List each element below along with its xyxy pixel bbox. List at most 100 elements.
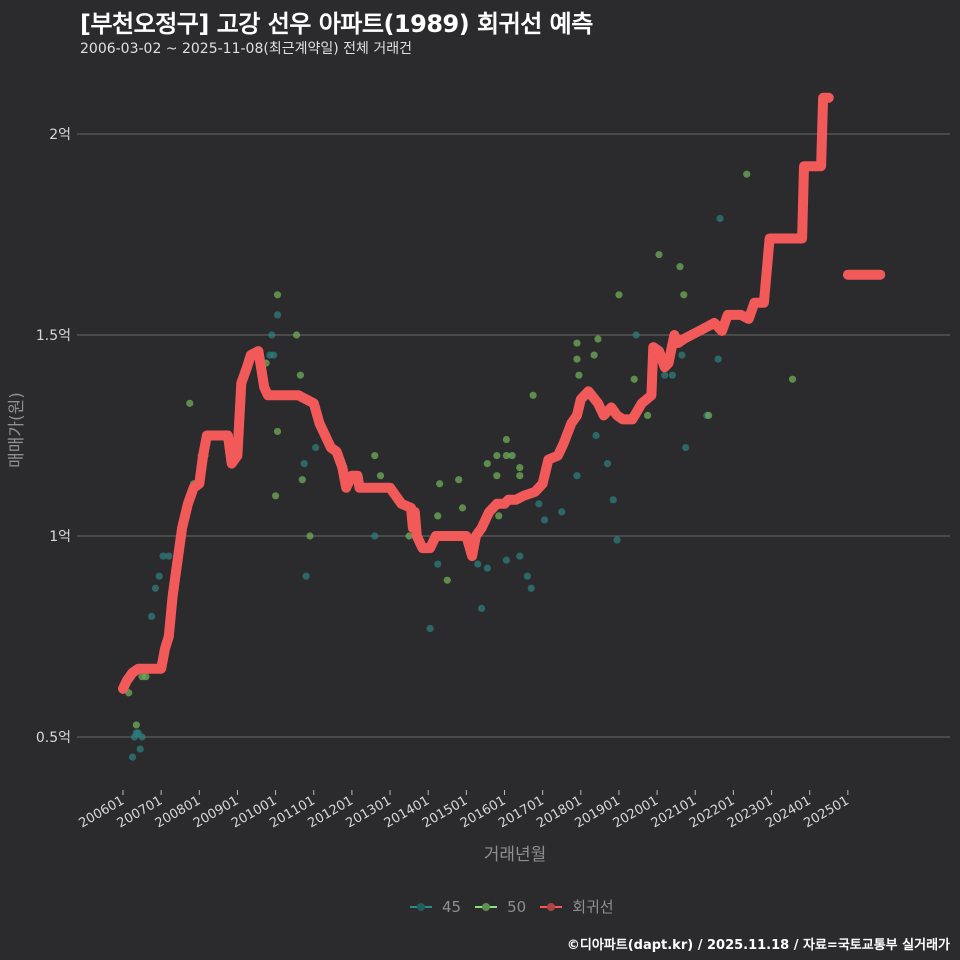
data-point-45 xyxy=(540,516,549,524)
source-caption: ©디아파트(dapt.kr) / 2025.11.18 / 자료=국토교통부 실… xyxy=(566,938,950,953)
data-point-45 xyxy=(678,351,686,359)
legend-key-45-icon xyxy=(410,901,432,913)
data-point-45 xyxy=(273,311,282,319)
data-point-45 xyxy=(527,584,535,592)
data-point-45 xyxy=(136,745,144,753)
data-point-45 xyxy=(151,584,160,592)
legend: 45 50 회귀선 xyxy=(410,896,620,917)
data-point-45 xyxy=(148,612,156,621)
data-point-50 xyxy=(272,492,280,500)
data-point-50 xyxy=(643,411,652,419)
data-point-50 xyxy=(502,435,511,444)
data-point-50 xyxy=(590,351,598,359)
data-point-50 xyxy=(575,371,583,379)
regression-line xyxy=(118,92,886,694)
data-point-50 xyxy=(443,576,451,584)
data-point-45 xyxy=(302,572,310,580)
data-point-50 xyxy=(434,512,442,520)
data-point-45 xyxy=(474,560,482,568)
legend-key-regression-icon xyxy=(540,901,563,913)
legend-label: 50 xyxy=(507,897,527,916)
data-point-45 xyxy=(138,733,146,741)
y-tick-label: 1억 xyxy=(49,529,71,545)
data-point-45 xyxy=(682,443,690,452)
data-point-50 xyxy=(516,464,524,472)
data-point-45 xyxy=(661,371,669,379)
data-point-50 xyxy=(273,427,282,436)
data-point-50 xyxy=(493,472,501,480)
legend-label: 45 xyxy=(442,897,462,916)
data-point-45 xyxy=(609,496,617,504)
data-point-50 xyxy=(495,512,503,520)
data-point-50 xyxy=(186,399,194,407)
data-point-45 xyxy=(312,443,320,452)
regression-line-path xyxy=(118,92,834,694)
data-point-45 xyxy=(603,460,612,468)
data-point-45 xyxy=(535,500,543,508)
legend-label: 회귀선 xyxy=(572,898,614,916)
data-point-50 xyxy=(455,476,463,484)
data-point-50 xyxy=(296,371,304,379)
x-axis-ticks: 2006012007012008012009012010012011012012… xyxy=(77,790,852,831)
legend-item-regression[interactable]: 회귀선 xyxy=(540,896,614,917)
data-point-45 xyxy=(300,460,308,468)
data-point-45 xyxy=(668,371,676,379)
data-point-45 xyxy=(714,355,722,363)
legend-item-45[interactable]: 45 xyxy=(410,898,461,916)
y-tick-label: 1.5억 xyxy=(36,328,71,344)
data-point-45 xyxy=(558,508,566,516)
legend-item-50[interactable]: 50 xyxy=(475,898,526,916)
data-point-45 xyxy=(165,552,173,560)
data-point-45 xyxy=(502,556,511,564)
data-point-45 xyxy=(516,552,524,560)
data-point-50 xyxy=(493,452,501,460)
data-point-50 xyxy=(680,291,688,299)
y-axis-title: 매매가(원) xyxy=(7,392,27,468)
data-point-45 xyxy=(268,331,276,339)
data-point-50 xyxy=(529,391,537,399)
data-point-45 xyxy=(592,431,600,440)
y-axis-ticks: 2억 1.5억 1억 0.5억 xyxy=(36,127,71,746)
data-point-45 xyxy=(573,472,581,480)
chart-subtitle: 2006-03-02 ~ 2025-11-08(최근계약일) 전체 거래건 xyxy=(80,41,412,57)
data-point-50 xyxy=(371,452,379,460)
data-point-50 xyxy=(142,673,150,681)
data-point-50 xyxy=(655,251,663,259)
data-point-45 xyxy=(478,604,486,612)
data-point-50 xyxy=(573,339,581,347)
data-point-45 xyxy=(483,564,491,572)
data-point-45 xyxy=(270,351,278,359)
y-tick-label: 0.5억 xyxy=(36,730,71,746)
x-axis-title: 거래년월 xyxy=(484,845,547,865)
data-point-50 xyxy=(788,375,797,383)
data-point-50 xyxy=(615,291,623,299)
data-point-50 xyxy=(292,331,301,339)
data-point-45 xyxy=(155,572,163,580)
data-point-45 xyxy=(426,624,434,633)
data-point-50 xyxy=(502,452,511,460)
data-point-50 xyxy=(705,411,713,419)
data-point-50 xyxy=(594,335,602,343)
data-point-45 xyxy=(613,536,621,544)
data-point-50 xyxy=(306,532,314,540)
data-point-50 xyxy=(405,532,413,540)
data-point-50 xyxy=(483,460,491,468)
data-point-50 xyxy=(573,355,581,363)
data-point-50 xyxy=(516,472,524,480)
data-point-45 xyxy=(632,331,640,339)
data-point-50 xyxy=(508,452,516,460)
data-point-45 xyxy=(128,753,137,761)
grid-lines xyxy=(77,133,950,738)
data-point-45 xyxy=(371,532,379,540)
data-point-50 xyxy=(298,476,306,484)
data-point-50 xyxy=(376,472,385,480)
data-point-50 xyxy=(630,375,638,383)
data-point-50 xyxy=(436,480,444,488)
data-point-45 xyxy=(434,560,442,568)
data-point-50 xyxy=(458,504,467,512)
data-point-45 xyxy=(716,214,724,223)
data-point-50 xyxy=(132,721,140,729)
data-point-50 xyxy=(743,170,751,178)
data-point-45 xyxy=(523,572,531,580)
